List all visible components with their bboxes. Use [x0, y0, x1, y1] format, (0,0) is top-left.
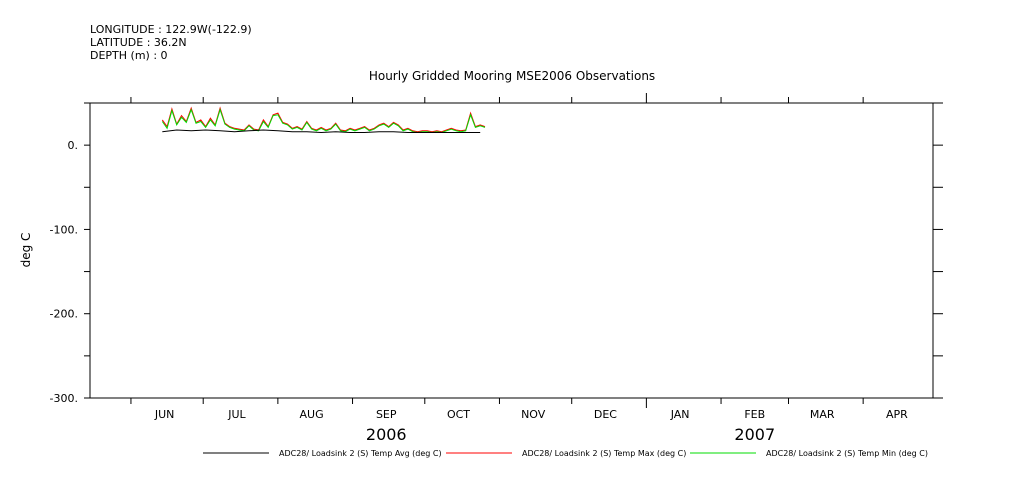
- x-month-label: APR: [886, 408, 908, 421]
- y-tick-label: -200.: [50, 308, 78, 321]
- series-line: [162, 129, 481, 134]
- series-layer: [161, 106, 486, 134]
- y-tick-label: 0.: [68, 139, 79, 152]
- x-year-label: 2006: [366, 425, 407, 444]
- longitude-label: LONGITUDE : 122.9W(-122.9): [90, 23, 252, 36]
- y-tick-label: -300.: [50, 392, 78, 405]
- depth-label: DEPTH (m) : 0: [90, 49, 168, 62]
- chart-title: Hourly Gridded Mooring MSE2006 Observati…: [369, 69, 655, 83]
- x-month-label: NOV: [521, 408, 546, 421]
- x-year-label: 2007: [734, 425, 775, 444]
- x-month-label: JUN: [154, 408, 175, 421]
- x-month-label: SEP: [376, 408, 397, 421]
- y-axis: 0. -100. -200. -300.: [50, 102, 943, 405]
- legend: ADC28/ Loadsink 2 (S) Temp Avg (deg C) AD…: [203, 449, 928, 458]
- legend-label: ADC28/ Loadsink 2 (S) Temp Avg (deg C): [279, 449, 442, 458]
- x-month-label: AUG: [300, 408, 324, 421]
- x-axis: JUN JUL AUG SEP OCT NOV DEC JAN FEB MAR APR 2006 200…: [130, 93, 908, 444]
- series-line: [161, 108, 486, 134]
- legend-label: ADC28/ Loadsink 2 (S) Temp Min (deg C): [766, 449, 928, 458]
- plot-frame: [89, 102, 934, 399]
- x-month-label: JAN: [670, 408, 690, 421]
- x-month-label: OCT: [447, 408, 470, 421]
- x-month-label: MAR: [810, 408, 835, 421]
- x-month-label: DEC: [594, 408, 617, 421]
- latitude-label: LATITUDE : 36.2N: [90, 36, 187, 49]
- x-month-label: JUL: [227, 408, 246, 421]
- x-month-label: FEB: [744, 408, 765, 421]
- y-tick-label: -100.: [50, 223, 78, 236]
- y-axis-label: deg C: [19, 233, 33, 268]
- legend-label: ADC28/ Loadsink 2 (S) Temp Max (deg C): [522, 449, 686, 458]
